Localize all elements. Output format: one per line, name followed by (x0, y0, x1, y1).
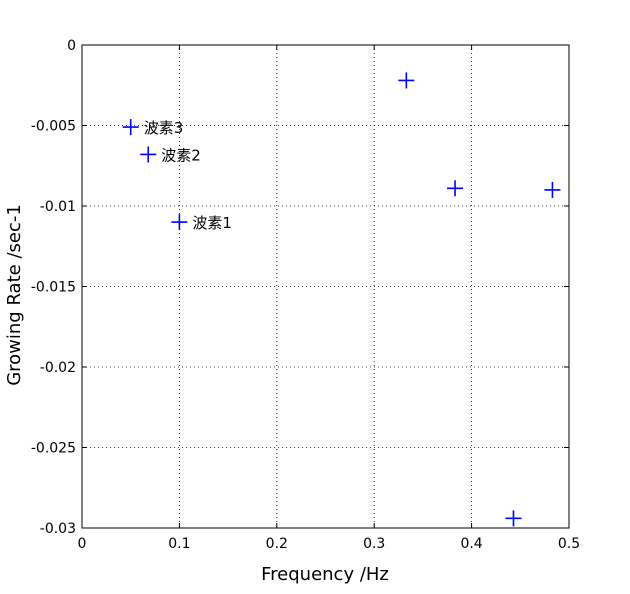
data-point (505, 510, 522, 527)
grid-layer (82, 45, 569, 528)
plot-frame (81, 44, 570, 529)
x-tick-label: 0.2 (266, 536, 288, 552)
y-axis-title: Growing Rate /sec-1 (4, 204, 25, 386)
x-tick-label: 0 (78, 536, 87, 552)
data-point (140, 146, 157, 163)
y-tick-label: -0.015 (31, 280, 76, 296)
data-point (544, 181, 561, 198)
point-annotation: 波素3 (144, 119, 184, 137)
point-annotation: 波素2 (161, 146, 201, 164)
x-tick-label: 0.5 (558, 536, 580, 552)
x-axis-title: Frequency /Hz (261, 564, 389, 585)
y-tick-label: -0.03 (40, 521, 76, 537)
x-tick-label: 0.1 (168, 536, 190, 552)
y-tick-label: -0.005 (31, 119, 76, 135)
y-tick-label: -0.01 (40, 199, 76, 215)
data-point (447, 180, 464, 197)
data-point (171, 214, 188, 231)
x-tick-label: 0.4 (460, 536, 482, 552)
data-point (122, 119, 139, 136)
point-annotation: 波素1 (192, 214, 232, 232)
point-layer: 波素3 波素2 波素1 (122, 72, 561, 527)
data-point (398, 72, 415, 89)
y-tick-label: -0.025 (31, 441, 76, 457)
y-tick-label: -0.02 (40, 360, 76, 376)
y-tick-label: 0 (67, 38, 76, 54)
x-tick-label: 0.3 (363, 536, 385, 552)
tick-layer: 0 0.1 0.2 0.3 0.4 0.5 0 -0.005 -0.01 -0.015 -0.02 -… (31, 38, 580, 552)
